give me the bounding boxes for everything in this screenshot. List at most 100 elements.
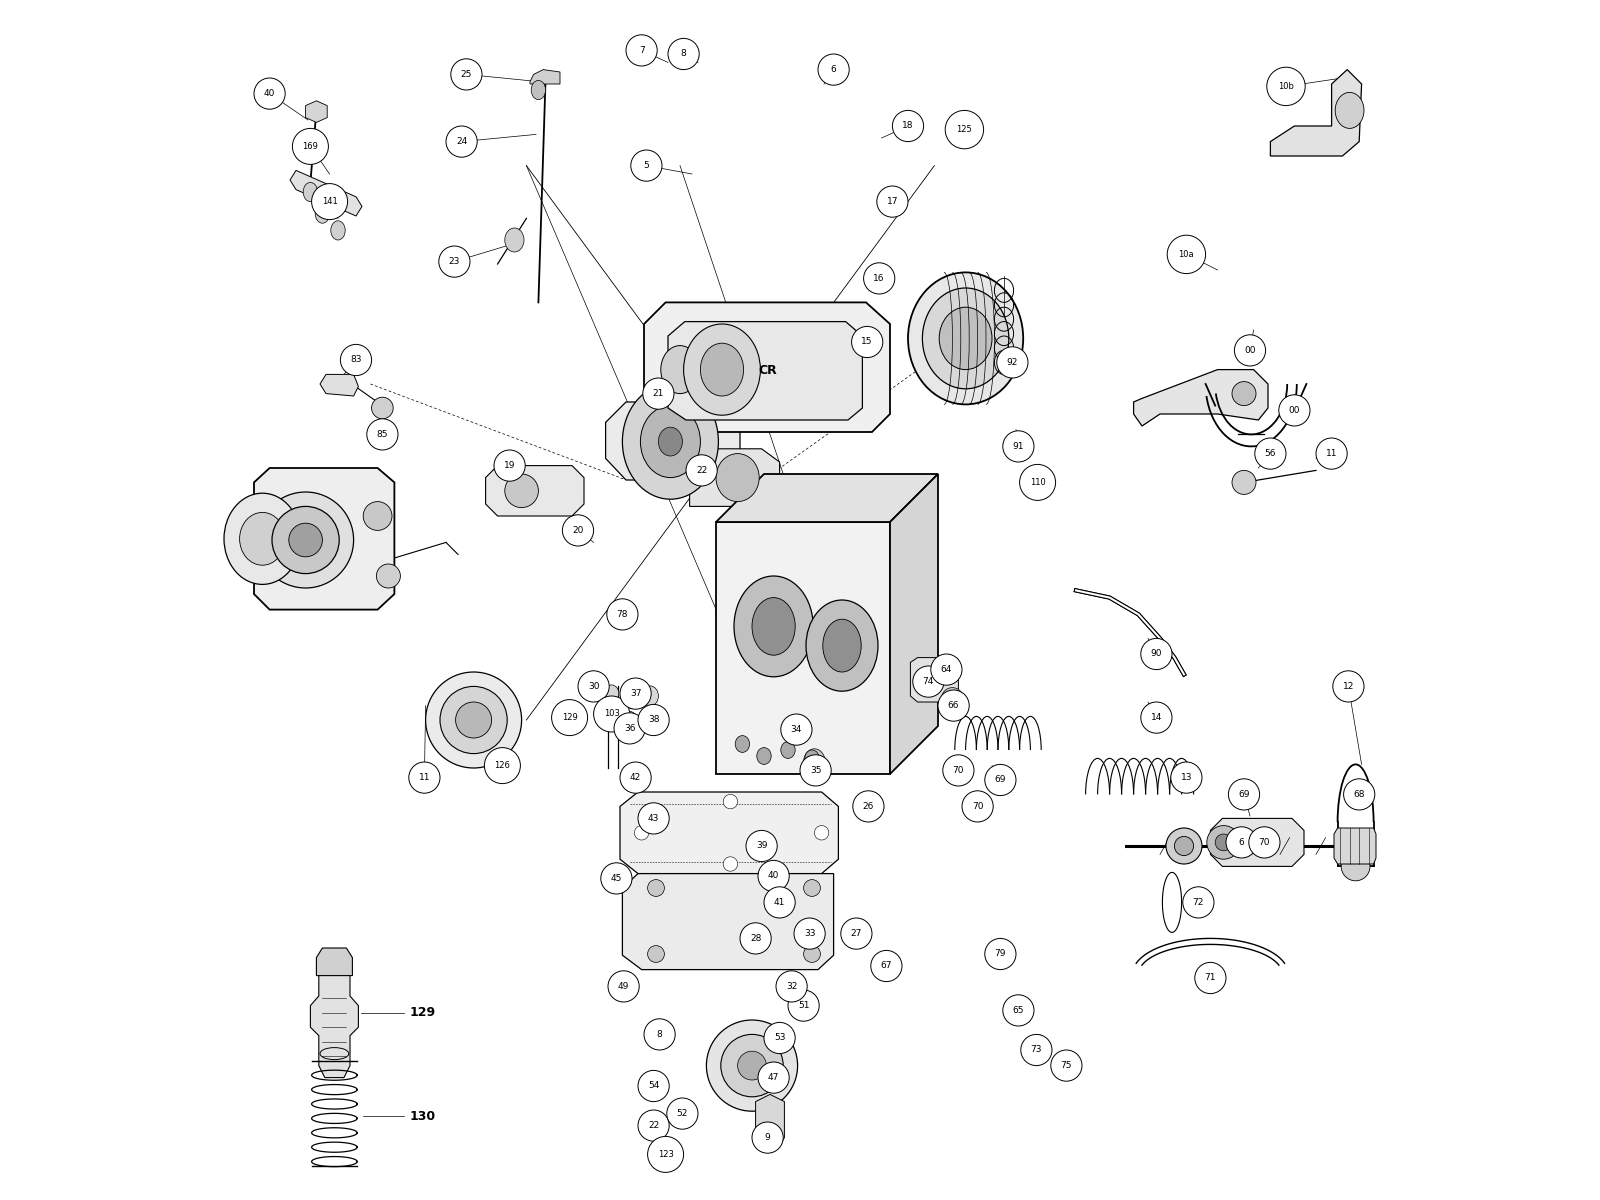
Text: 53: 53 (774, 1033, 786, 1043)
Ellipse shape (531, 80, 546, 100)
Ellipse shape (806, 600, 878, 691)
Circle shape (752, 1122, 784, 1153)
Text: 68: 68 (1354, 790, 1365, 799)
Ellipse shape (1174, 836, 1194, 856)
Text: 19: 19 (504, 461, 515, 470)
Text: 40: 40 (264, 89, 275, 98)
Text: 51: 51 (798, 1001, 810, 1010)
Ellipse shape (640, 406, 701, 478)
Text: 22: 22 (648, 1121, 659, 1130)
Text: 14: 14 (1150, 713, 1162, 722)
Ellipse shape (315, 204, 330, 223)
Circle shape (619, 762, 651, 793)
Circle shape (986, 938, 1016, 970)
Text: 110: 110 (1030, 478, 1045, 487)
Ellipse shape (304, 182, 317, 202)
Polygon shape (690, 449, 779, 506)
Circle shape (877, 186, 909, 217)
Text: 9: 9 (765, 1133, 771, 1142)
Circle shape (608, 971, 638, 1002)
Text: 91: 91 (1013, 442, 1024, 451)
Circle shape (485, 748, 520, 784)
Circle shape (1333, 671, 1363, 702)
Ellipse shape (634, 826, 650, 840)
Polygon shape (643, 302, 890, 432)
Ellipse shape (1166, 828, 1202, 864)
Circle shape (1003, 431, 1034, 462)
Ellipse shape (440, 686, 507, 754)
Polygon shape (890, 474, 938, 774)
Ellipse shape (506, 474, 539, 508)
Circle shape (552, 700, 587, 736)
Ellipse shape (376, 564, 400, 588)
Polygon shape (669, 322, 862, 420)
Polygon shape (910, 658, 958, 702)
Ellipse shape (683, 324, 760, 415)
Ellipse shape (747, 928, 765, 949)
Text: 69: 69 (995, 775, 1006, 785)
Text: 72: 72 (1192, 898, 1205, 907)
Ellipse shape (875, 953, 898, 979)
Text: 49: 49 (618, 982, 629, 991)
Ellipse shape (810, 756, 819, 768)
Ellipse shape (624, 689, 640, 708)
Circle shape (312, 184, 347, 220)
Text: 130: 130 (410, 1110, 437, 1122)
Ellipse shape (363, 502, 392, 530)
Polygon shape (530, 70, 560, 84)
Circle shape (438, 246, 470, 277)
Circle shape (986, 764, 1016, 796)
Text: 35: 35 (810, 766, 821, 775)
Circle shape (946, 110, 984, 149)
Ellipse shape (752, 598, 795, 655)
Text: 7: 7 (638, 46, 645, 55)
Circle shape (563, 515, 594, 546)
Circle shape (1166, 235, 1206, 274)
Ellipse shape (909, 272, 1024, 404)
Text: 75: 75 (1061, 1061, 1072, 1070)
Circle shape (781, 714, 813, 745)
Ellipse shape (802, 923, 818, 944)
Text: 47: 47 (768, 1073, 779, 1082)
Text: 18: 18 (902, 121, 914, 131)
Text: 00: 00 (1288, 406, 1301, 415)
Ellipse shape (581, 674, 600, 698)
Ellipse shape (290, 523, 323, 557)
Circle shape (938, 690, 970, 721)
Text: 6: 6 (1238, 838, 1245, 847)
Text: 52: 52 (677, 1109, 688, 1118)
Circle shape (853, 791, 885, 822)
Text: 12: 12 (1342, 682, 1354, 691)
Ellipse shape (1341, 852, 1370, 881)
Circle shape (794, 918, 826, 949)
Text: 6: 6 (830, 65, 837, 74)
Text: 20: 20 (573, 526, 584, 535)
Circle shape (602, 863, 632, 894)
Text: 45: 45 (611, 874, 622, 883)
Circle shape (851, 326, 883, 358)
Polygon shape (310, 972, 358, 1078)
Circle shape (765, 887, 795, 918)
Circle shape (667, 1098, 698, 1129)
Circle shape (739, 923, 771, 954)
Text: 78: 78 (616, 610, 629, 619)
Polygon shape (486, 466, 584, 516)
Polygon shape (621, 792, 838, 874)
Ellipse shape (1232, 470, 1256, 494)
Circle shape (800, 755, 832, 786)
Circle shape (746, 830, 778, 862)
Text: 15: 15 (861, 337, 874, 347)
Ellipse shape (456, 702, 491, 738)
Text: 16: 16 (874, 274, 885, 283)
Circle shape (765, 1022, 795, 1054)
Ellipse shape (803, 946, 821, 962)
Ellipse shape (506, 228, 525, 252)
Text: 8: 8 (656, 1030, 662, 1039)
Polygon shape (1211, 818, 1304, 866)
Ellipse shape (258, 492, 354, 588)
Circle shape (643, 1019, 675, 1050)
Text: 70: 70 (952, 766, 965, 775)
Ellipse shape (659, 427, 683, 456)
Circle shape (1141, 638, 1171, 670)
Circle shape (578, 671, 610, 702)
